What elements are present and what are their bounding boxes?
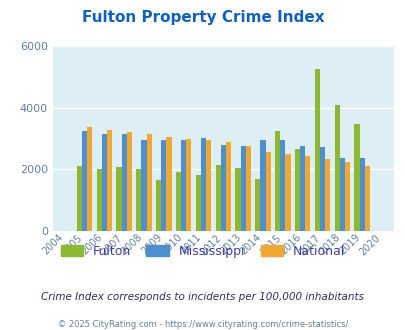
Bar bbox=[82, 131, 87, 231]
Bar bbox=[166, 137, 171, 231]
Bar bbox=[354, 124, 359, 231]
Bar bbox=[107, 130, 112, 231]
Bar bbox=[136, 169, 141, 231]
Bar bbox=[181, 140, 186, 231]
Bar bbox=[126, 132, 132, 231]
Bar bbox=[186, 139, 191, 231]
Bar bbox=[279, 140, 285, 231]
Legend: Fulton, Mississippi, National: Fulton, Mississippi, National bbox=[55, 240, 350, 263]
Bar bbox=[339, 158, 344, 231]
Bar bbox=[77, 166, 82, 231]
Bar bbox=[285, 154, 290, 231]
Bar bbox=[344, 162, 349, 231]
Bar bbox=[359, 158, 364, 231]
Bar bbox=[364, 166, 369, 231]
Bar bbox=[334, 105, 339, 231]
Bar bbox=[314, 69, 319, 231]
Bar bbox=[240, 146, 245, 231]
Bar bbox=[121, 134, 126, 231]
Bar bbox=[215, 165, 220, 231]
Bar bbox=[225, 142, 230, 231]
Bar bbox=[175, 173, 181, 231]
Bar bbox=[255, 179, 260, 231]
Bar bbox=[324, 159, 329, 231]
Bar bbox=[146, 134, 151, 231]
Bar bbox=[319, 147, 324, 231]
Bar bbox=[294, 149, 299, 231]
Bar bbox=[220, 146, 225, 231]
Bar bbox=[96, 169, 102, 231]
Text: © 2025 CityRating.com - https://www.cityrating.com/crime-statistics/: © 2025 CityRating.com - https://www.city… bbox=[58, 320, 347, 329]
Bar bbox=[156, 180, 161, 231]
Bar bbox=[116, 167, 121, 231]
Bar bbox=[195, 175, 200, 231]
Bar bbox=[200, 138, 206, 231]
Bar bbox=[141, 140, 146, 231]
Bar bbox=[299, 146, 305, 231]
Bar bbox=[245, 146, 250, 231]
Bar bbox=[265, 151, 270, 231]
Bar bbox=[274, 131, 279, 231]
Bar bbox=[235, 168, 240, 231]
Text: Crime Index corresponds to incidents per 100,000 inhabitants: Crime Index corresponds to incidents per… bbox=[41, 292, 364, 302]
Bar bbox=[102, 134, 107, 231]
Bar bbox=[260, 140, 265, 231]
Bar bbox=[87, 127, 92, 231]
Bar bbox=[305, 155, 309, 231]
Text: Fulton Property Crime Index: Fulton Property Crime Index bbox=[81, 10, 324, 25]
Bar bbox=[206, 141, 211, 231]
Bar bbox=[161, 140, 166, 231]
